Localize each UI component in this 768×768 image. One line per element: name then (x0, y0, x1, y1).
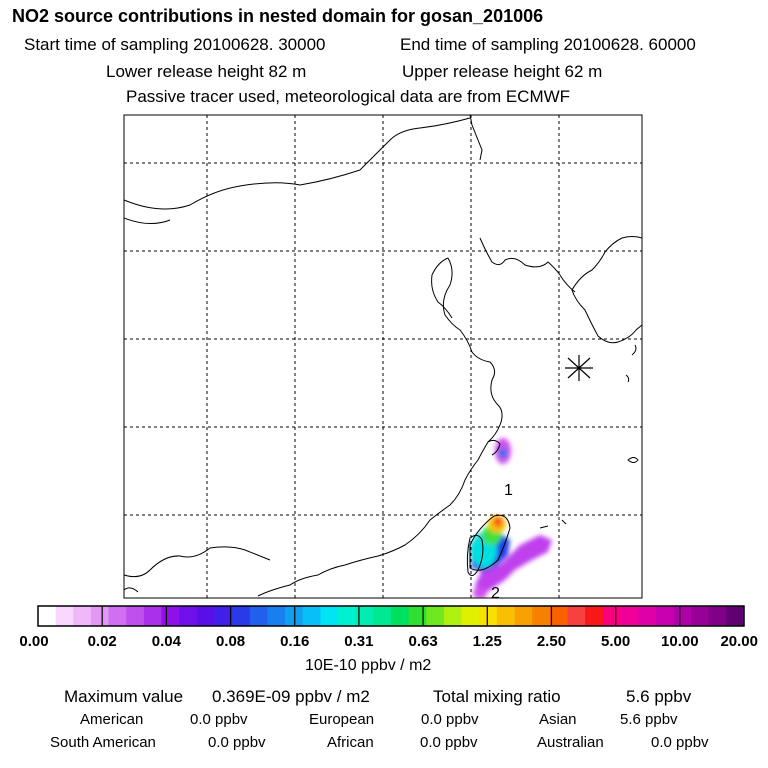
colorbar-cell (602, 606, 621, 626)
map-frame (123, 114, 643, 599)
colorbar-cell (249, 606, 268, 626)
colorbar-cell (514, 606, 533, 626)
region-name: Asian (539, 711, 577, 728)
chart-title: NO2 source contributions in nested domai… (12, 6, 544, 26)
colorbar-tick-label: 10.00 (661, 633, 699, 650)
region-name: South American (50, 734, 156, 751)
colorbar-cell (373, 606, 392, 626)
colorbar-cell (496, 606, 516, 626)
contour-label: 2 (491, 585, 500, 602)
region-name: Australian (537, 734, 604, 751)
colorbar-cell (232, 606, 251, 626)
total-mixing-value: 5.6 ppbv (626, 687, 692, 706)
colorbar-cell (38, 606, 57, 626)
concentration-field (470, 438, 552, 598)
colorbar-cell (355, 606, 374, 626)
colorbar-cell (691, 606, 710, 626)
colorbar-cell (302, 606, 321, 626)
colorbar-tick-label: 5.00 (601, 633, 630, 650)
colorbar-tick-label: 0.63 (408, 633, 437, 650)
plume-south-peak-core (494, 517, 502, 527)
colorbar-cell (726, 606, 745, 626)
colorbar-tick-label: 0.04 (152, 633, 182, 650)
tracer-note: Passive tracer used, meteorological data… (126, 87, 571, 106)
colorbar-tick-label: 0.31 (344, 633, 373, 650)
receptor-marker-icon (565, 355, 593, 381)
colorbar-cell (479, 606, 498, 626)
colorbar-cell (443, 606, 463, 626)
colorbar-cell (338, 606, 357, 626)
coastlines (124, 115, 642, 597)
colorbar-cell (267, 606, 286, 626)
plume-north-core (499, 447, 507, 459)
colorbar-cell (532, 606, 551, 626)
colorbar-unit-label: 10E-10 ppbv / m2 (305, 657, 432, 674)
colorbar-cell (143, 606, 163, 626)
colorbar-cell (55, 606, 74, 626)
region-name: European (309, 711, 375, 728)
colorbar-cell (320, 606, 339, 626)
colorbar-tick-label: 0.00 (19, 633, 48, 650)
colorbar-cell (549, 606, 568, 626)
colorbar-cell (620, 606, 639, 626)
colorbar-cell (426, 606, 445, 626)
end-time: End time of sampling 20100628. 60000 (400, 35, 696, 54)
colorbar-tick-label: 0.16 (280, 633, 309, 650)
colorbar-frame (37, 605, 745, 627)
colorbar-cell (179, 606, 198, 626)
plume-south-tail (473, 587, 487, 598)
lower-release-height: Lower release height 82 m (106, 62, 307, 81)
graticule (124, 115, 642, 598)
region-value: 0.0 ppbv (420, 734, 478, 751)
colorbar-cell (708, 606, 727, 626)
region-value: 0.0 ppbv (190, 711, 248, 728)
colorbar-cell (585, 606, 604, 626)
colorbar-cell (126, 606, 145, 626)
colorbar-cell (196, 606, 215, 626)
region-value: 0.0 ppbv (421, 711, 479, 728)
region-value: 0.0 ppbv (651, 734, 709, 751)
colorbar-cell (567, 606, 586, 626)
colorbar-tick-label: 1.25 (473, 633, 502, 650)
colorbar-tick-label: 0.08 (216, 633, 245, 650)
colorbar-cell (461, 606, 480, 626)
colorbar-cell (655, 606, 674, 626)
upper-release-height: Upper release height 62 m (402, 62, 603, 81)
colorbar: 0.00 0.02 0.04 0.08 0.16 0.31 0.63 1.25 2.50 5.00… (19, 605, 758, 650)
contour-label: 1 (504, 482, 513, 499)
colorbar-cell (161, 606, 180, 626)
region-name: African (327, 734, 374, 751)
max-value: 0.369E-09 ppbv / m2 (212, 687, 370, 706)
contour-line (469, 514, 511, 571)
colorbar-cell (391, 606, 410, 626)
colorbar-cell (73, 606, 92, 626)
plume-south-magenta (475, 535, 552, 598)
colorbar-tick-label: 0.02 (88, 633, 117, 650)
colorbar-cell (214, 606, 233, 626)
start-time: Start time of sampling 20100628. 30000 (24, 35, 326, 54)
region-value: 5.6 ppbv (620, 711, 678, 728)
colorbar-cell (673, 606, 692, 626)
colorbar-cell (638, 606, 657, 626)
total-mixing-label: Total mixing ratio (433, 687, 561, 706)
region-value: 0.0 ppbv (208, 734, 266, 751)
colorbar-cell (90, 606, 110, 626)
colorbar-cell (108, 606, 127, 626)
region-name: American (80, 711, 144, 728)
max-value-label: Maximum value (64, 687, 184, 706)
colorbar-tick-label: 20.00 (720, 633, 758, 650)
colorbar-cell (408, 606, 427, 626)
colorbar-tick-label: 2.50 (537, 633, 566, 650)
